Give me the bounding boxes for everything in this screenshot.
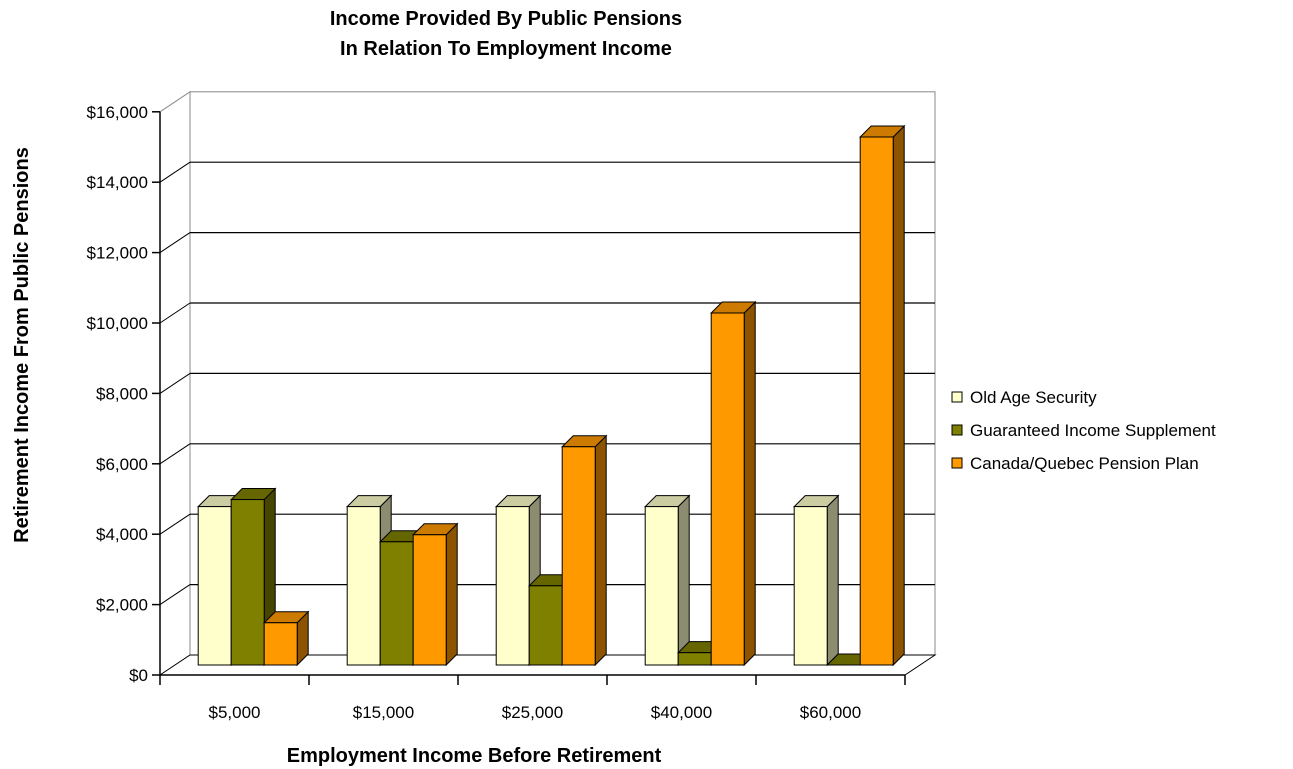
gridline-side	[159, 372, 191, 394]
legend-swatch	[951, 424, 963, 436]
legend-swatch	[951, 391, 963, 403]
x-axis-title: Employment Income Before Retirement	[287, 745, 662, 767]
y-tick-label: $6,000	[96, 455, 148, 474]
legend-swatch	[951, 457, 963, 469]
y-tick-label: $10,000	[87, 314, 148, 333]
bar-front	[197, 506, 232, 666]
x-tick-label: $25,000	[502, 703, 563, 722]
axis-ticks: $0 $2,000 $4,000 $6,000 $8,000 $10,000 $12,000…	[87, 103, 906, 722]
legend: Old Age Security Guaranteed Income Supple…	[951, 388, 1216, 473]
gridline-side	[159, 302, 191, 324]
legend-item: Guaranteed Income Supplement	[951, 421, 1216, 440]
bar	[411, 522, 459, 667]
bar-front	[379, 541, 414, 666]
bar-front	[263, 622, 298, 666]
chart-title: Income Provided By Public Pensions In Rel…	[330, 8, 682, 60]
gridline-side	[159, 232, 191, 254]
bar-front	[230, 499, 265, 666]
bar-front	[859, 136, 894, 666]
bar-side	[594, 434, 607, 667]
y-tick-label: $0	[129, 666, 148, 685]
bar	[858, 124, 906, 667]
bars	[196, 124, 906, 667]
x-tick-label: $60,000	[800, 703, 861, 722]
gridline-side	[159, 584, 191, 606]
bar-front	[793, 506, 828, 666]
y-tick-label: $14,000	[87, 173, 148, 192]
bar-front	[677, 652, 712, 666]
y-tick-label: $16,000	[87, 103, 148, 122]
bar-front	[346, 506, 381, 666]
x-tick-label: $5,000	[209, 703, 261, 722]
bar	[792, 494, 840, 667]
x-tick-label: $40,000	[651, 703, 712, 722]
bar-front	[644, 506, 679, 666]
bar-front	[561, 446, 596, 666]
bar-front	[528, 585, 563, 666]
y-tick-label: $4,000	[96, 525, 148, 544]
bar	[643, 494, 691, 667]
gridline-side	[159, 513, 191, 535]
chart-title-line: Income Provided By Public Pensions	[330, 8, 682, 30]
bar	[709, 300, 757, 667]
bar	[560, 434, 608, 667]
gridline-side	[159, 443, 191, 465]
bar-side	[743, 300, 756, 667]
chart-title-line: In Relation To Employment Income	[340, 38, 672, 60]
bar-side	[892, 124, 905, 667]
legend-label: Guaranteed Income Supplement	[970, 421, 1216, 440]
bar-side	[445, 522, 458, 667]
gridline-side	[159, 161, 191, 183]
y-tick-label: $8,000	[96, 384, 148, 403]
x-tick-label: $15,000	[353, 703, 414, 722]
bar-front	[412, 534, 447, 666]
bar-front	[495, 506, 530, 666]
y-tick-label: $2,000	[96, 596, 148, 615]
bar-front	[710, 312, 745, 666]
legend-item: Old Age Security	[951, 388, 1097, 407]
bar-side	[677, 494, 690, 667]
legend-label: Old Age Security	[970, 388, 1097, 407]
y-tick-label: $12,000	[87, 244, 148, 263]
legend-item: Canada/Quebec Pension Plan	[951, 454, 1199, 473]
bar-side	[826, 494, 839, 667]
y-axis-title: Retirement Income From Public Pensions	[11, 147, 33, 543]
bar	[262, 610, 310, 667]
legend-label: Canada/Quebec Pension Plan	[970, 454, 1199, 473]
